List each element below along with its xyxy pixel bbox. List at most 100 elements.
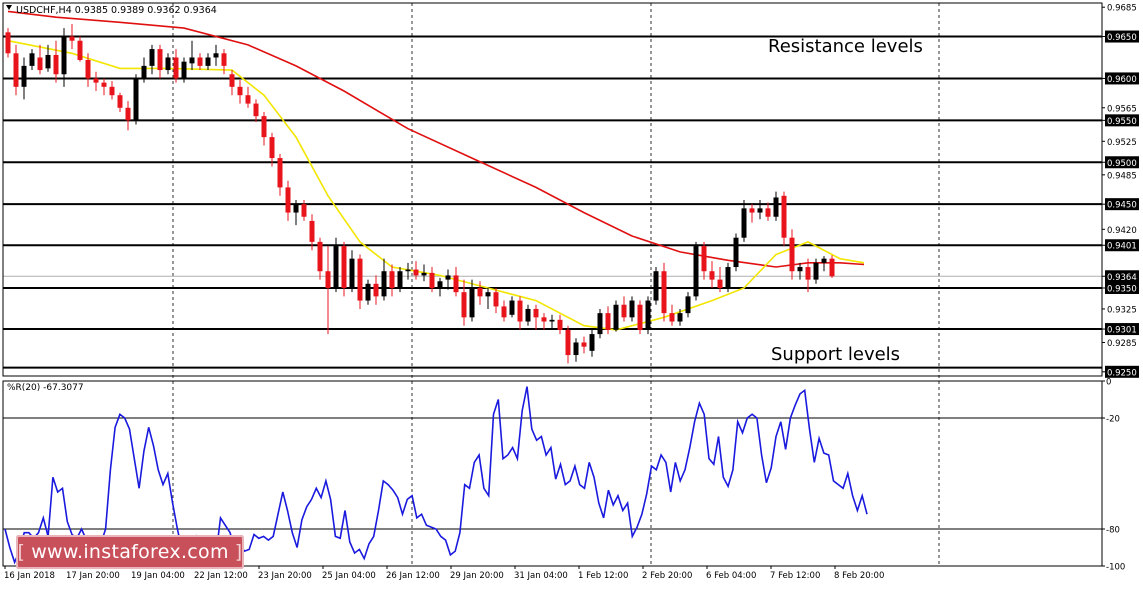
candle-body xyxy=(205,57,211,66)
candle-body xyxy=(757,208,763,213)
price-tick-label: 0.9550 xyxy=(1107,117,1137,127)
candle xyxy=(165,53,171,75)
price-tick-label: 0.9420 xyxy=(1107,226,1137,236)
candle xyxy=(789,229,795,280)
watermark-logo: [ www.instaforex.com ] xyxy=(16,535,244,569)
candle xyxy=(725,262,731,293)
candle xyxy=(757,199,763,220)
candle xyxy=(285,180,291,221)
candle xyxy=(605,306,611,335)
candle-body xyxy=(445,275,451,280)
candle-body xyxy=(525,308,531,322)
candle xyxy=(485,287,491,309)
candle xyxy=(93,71,99,92)
time-tick-label: 26 Jan 12:00 xyxy=(386,571,440,581)
candle xyxy=(213,44,219,66)
candle xyxy=(733,233,739,272)
candle-body xyxy=(773,197,779,217)
price-tick-label: 0.9325 xyxy=(1107,305,1137,315)
candle-body xyxy=(789,237,795,272)
price-tag-box xyxy=(1105,198,1139,211)
candle xyxy=(581,336,587,354)
candle-body xyxy=(53,54,59,75)
candle xyxy=(589,329,595,357)
time-tick-label: 31 Jan 04:00 xyxy=(514,571,568,581)
watermark-bracket-right: ] xyxy=(234,541,243,563)
ma-layer xyxy=(7,10,865,331)
candle xyxy=(701,241,707,280)
candle-body xyxy=(565,329,571,356)
price-tag-box xyxy=(1105,156,1139,169)
candle-body xyxy=(325,271,331,288)
candle xyxy=(277,153,283,196)
candle-body xyxy=(653,271,659,301)
candle xyxy=(301,199,307,221)
candle xyxy=(133,74,139,125)
candle-body xyxy=(165,57,171,71)
resistance-annotation: Resistance levels xyxy=(768,36,923,57)
candle-body xyxy=(365,283,371,301)
candle xyxy=(749,204,755,223)
candle xyxy=(205,53,211,71)
frame-layer xyxy=(2,2,1103,567)
price-tick-label: 0.9301 xyxy=(1107,326,1137,336)
candle xyxy=(365,279,371,305)
time-tick-label: 22 Jan 12:00 xyxy=(194,571,248,581)
support-annotation: Support levels xyxy=(771,344,900,365)
candle xyxy=(61,28,67,87)
candle xyxy=(221,49,227,75)
price-tag-box xyxy=(1105,323,1139,336)
price-tick-label: 0.9450 xyxy=(1107,201,1137,211)
time-tick-label: 19 Jan 04:00 xyxy=(131,571,185,581)
candle-body xyxy=(509,300,515,315)
time-tick-label: 23 Jan 20:00 xyxy=(258,571,312,581)
candle-body xyxy=(29,53,35,66)
price-panel-frame xyxy=(2,2,1103,377)
candle xyxy=(533,304,539,330)
candle-body xyxy=(349,258,355,288)
candle xyxy=(69,23,75,50)
time-tick-label: 29 Jan 20:00 xyxy=(450,571,504,581)
candle xyxy=(141,57,147,83)
candle-body xyxy=(461,292,467,318)
candle-body xyxy=(413,269,419,276)
candle xyxy=(773,191,779,221)
candle xyxy=(373,275,379,305)
candle xyxy=(453,267,459,297)
candle xyxy=(189,40,195,71)
candle xyxy=(525,304,531,326)
candle xyxy=(245,86,251,108)
candle-body xyxy=(725,267,731,288)
candle-body xyxy=(333,246,339,288)
candle-body xyxy=(589,334,595,351)
price-tick-label: 0.9350 xyxy=(1107,284,1137,294)
candle-body xyxy=(293,204,299,213)
watermark-text: www.instaforex.com xyxy=(31,541,229,563)
candle xyxy=(389,264,395,297)
candle-body xyxy=(821,258,827,263)
candle-body xyxy=(501,306,507,318)
candle xyxy=(829,255,835,278)
candle xyxy=(317,237,323,280)
watermark-bracket-left: [ xyxy=(17,541,26,563)
candle xyxy=(309,214,315,251)
candle-body xyxy=(357,258,363,301)
price-tag-box xyxy=(1105,365,1139,378)
candle xyxy=(797,262,803,280)
wpr-line xyxy=(4,386,868,567)
candle xyxy=(29,49,35,71)
candle xyxy=(501,300,507,322)
candle-body xyxy=(829,258,835,277)
candle-body xyxy=(717,279,723,288)
candle xyxy=(661,262,667,322)
candle xyxy=(685,292,691,318)
candle-body xyxy=(573,342,579,356)
candle xyxy=(181,57,187,83)
candle xyxy=(709,261,715,288)
candle-body xyxy=(181,61,187,79)
candle-body xyxy=(61,36,67,75)
wpr-tick-label: -20 xyxy=(1106,415,1120,425)
candle xyxy=(565,325,571,364)
